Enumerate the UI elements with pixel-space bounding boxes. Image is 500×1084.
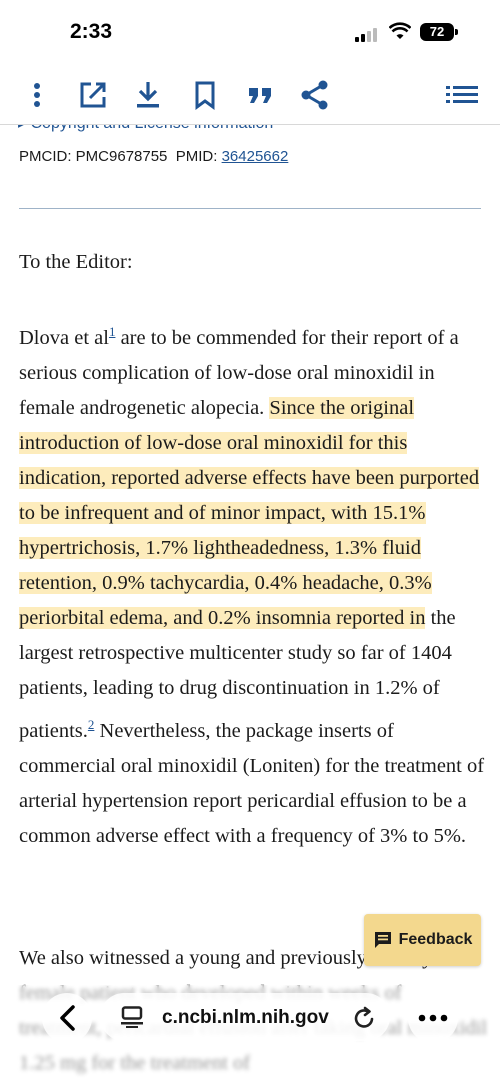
article-paragraph-1: Dlova et al1 are to be commended for the… xyxy=(19,324,485,847)
feedback-button[interactable]: Feedback xyxy=(364,914,481,966)
browser-bar: c.ncbi.nlm.nih.gov xyxy=(0,985,500,1084)
reader-mode-icon[interactable] xyxy=(120,1006,144,1028)
more-options-button[interactable] xyxy=(408,993,458,1043)
pmcid-value: PMC9678755 xyxy=(75,148,168,165)
article-ids: PMCID: PMC9678755 PMID: 36425662 xyxy=(19,148,288,165)
address-bar[interactable]: c.ncbi.nlm.nih.gov xyxy=(100,993,390,1041)
pmcid-label: PMCID: xyxy=(19,148,72,165)
share-icon[interactable] xyxy=(298,78,332,112)
more-horizontal-icon xyxy=(418,1014,448,1022)
pmid-link[interactable]: 36425662 xyxy=(221,148,289,165)
open-external-icon[interactable] xyxy=(76,78,110,112)
more-vertical-icon[interactable] xyxy=(20,78,54,112)
table-of-contents-icon[interactable] xyxy=(445,78,479,112)
divider xyxy=(19,208,481,209)
reference-link-1[interactable]: 1 xyxy=(108,324,116,339)
battery-indicator: 72 xyxy=(420,23,454,41)
back-button[interactable] xyxy=(42,993,92,1043)
highlighted-text: Since the original introduction of low-d… xyxy=(19,396,480,629)
bookmark-icon[interactable] xyxy=(188,78,222,112)
chevron-left-icon xyxy=(60,1005,75,1031)
cite-quote-icon[interactable] xyxy=(243,78,277,112)
salutation: To the Editor: xyxy=(19,251,133,273)
feedback-icon xyxy=(374,932,391,948)
reference-link-2[interactable]: 2 xyxy=(87,716,95,732)
status-time: 2:33 xyxy=(70,20,113,43)
reload-icon[interactable] xyxy=(352,1006,376,1030)
url-text: c.ncbi.nlm.nih.gov xyxy=(162,1007,329,1028)
status-bar: 2:33 72 xyxy=(0,0,500,66)
article-toolbar xyxy=(0,66,500,125)
pmid-label: PMID: xyxy=(175,148,218,165)
download-icon[interactable] xyxy=(131,78,165,112)
battery-tip xyxy=(455,29,458,35)
signal-icon xyxy=(355,28,381,42)
wifi-icon xyxy=(389,22,411,39)
